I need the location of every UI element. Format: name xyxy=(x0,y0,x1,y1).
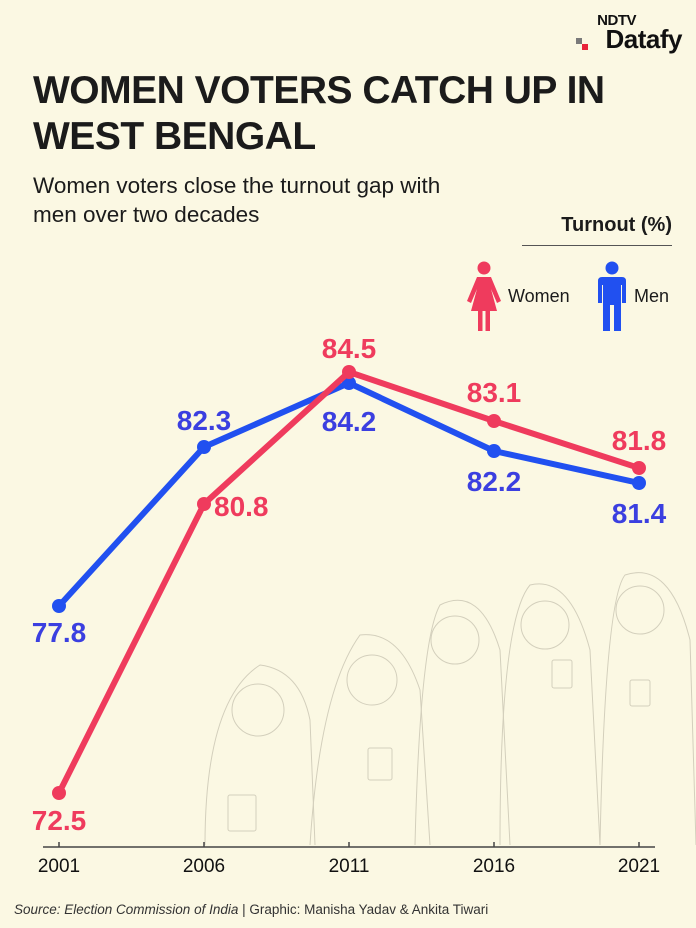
women-value-label: 84.5 xyxy=(322,333,377,364)
women-value-label: 80.8 xyxy=(214,491,269,522)
women-value-label: 83.1 xyxy=(467,377,522,408)
ndtv-datafy-logo: NDTV Datafy xyxy=(570,10,683,56)
source-label: Source: Election Commission of India xyxy=(14,902,239,917)
page-title: WOMEN VOTERS CATCH UP IN WEST BENGAL xyxy=(33,69,605,158)
legend-label-men: Men xyxy=(634,285,670,306)
legend-heading: Turnout (%) xyxy=(522,214,672,246)
x-label: 2016 xyxy=(473,856,515,877)
men-markers xyxy=(52,376,646,613)
x-label: 2006 xyxy=(183,856,225,877)
legend-label-women: Women xyxy=(508,285,570,306)
x-label: 2011 xyxy=(329,856,370,877)
men-value-label: 84.2 xyxy=(322,406,377,437)
women-value-label: 81.8 xyxy=(612,425,667,456)
x-axis-ticks xyxy=(58,842,640,847)
women-markers xyxy=(52,365,646,800)
men-value-label: 77.8 xyxy=(32,617,87,648)
graphic-credit: | Graphic: Manisha Yadav & Ankita Tiwari xyxy=(238,902,489,917)
women-value-label: 72.5 xyxy=(32,805,87,836)
legend-item-men: Men xyxy=(596,260,669,332)
logo-ndtv: NDTV xyxy=(597,12,636,29)
x-label: 2021 xyxy=(618,856,660,877)
men-value-label: 82.3 xyxy=(177,405,232,436)
logo-square-gray xyxy=(576,38,582,44)
page-subtitle: Women voters close the turnout gap with … xyxy=(33,173,441,227)
woman-icon xyxy=(467,261,501,331)
x-label: 2001 xyxy=(38,856,80,877)
logo-datafy: Datafy xyxy=(605,24,683,54)
men-value-label: 82.2 xyxy=(467,466,522,497)
legend-item-women: Women xyxy=(466,260,570,332)
source-credit: Source: Election Commission of India | G… xyxy=(14,902,488,917)
man-icon xyxy=(598,261,626,331)
logo-square-red xyxy=(582,44,588,50)
women-voters-sketch-illustration xyxy=(204,572,696,846)
men-value-label: 81.4 xyxy=(612,498,667,529)
x-axis-labels: 2001 2006 2011 2016 2021 xyxy=(38,856,660,877)
